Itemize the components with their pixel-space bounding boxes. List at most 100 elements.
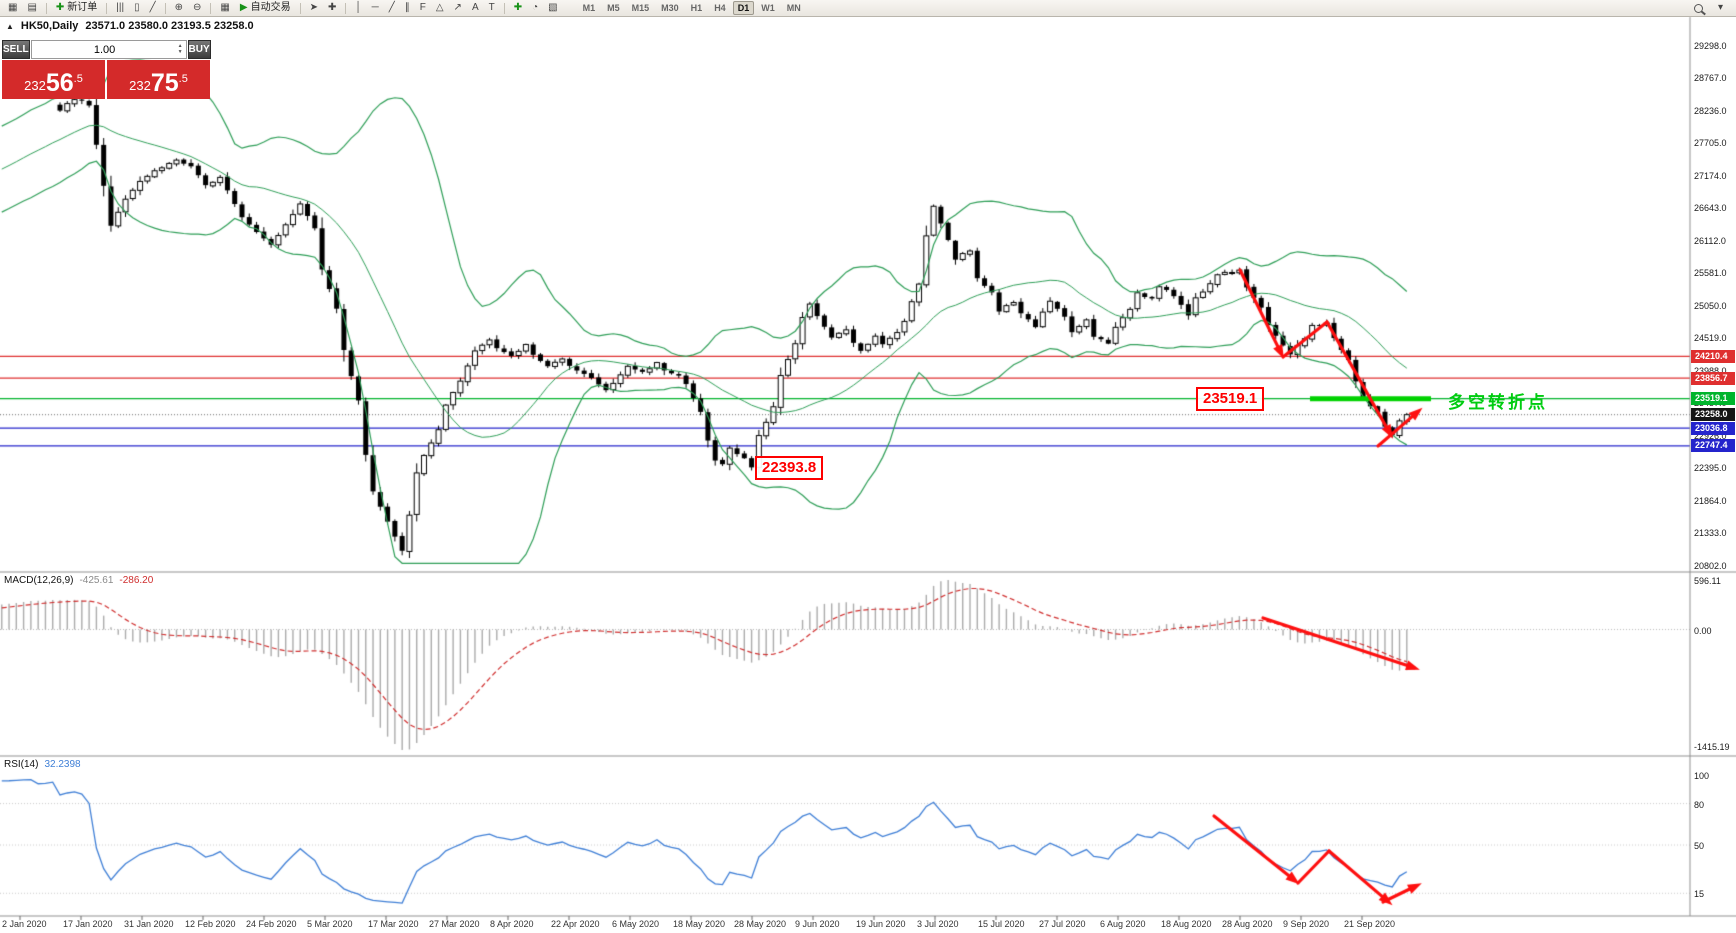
main-toolbar: ▦ ▤ ✚ 新订单 ||| ▯ ╱ ⊕ ⊖ ▦ ▶ 自动交易 ➤ ✚ │ ─ ╱ ∥ F △ ↗ A T ✚ ◔ ▧ M1 M5 M1…: [0, 0, 1736, 17]
rsi-value: 32.2398: [44, 759, 81, 770]
price-axis-label: 22395.0: [1694, 463, 1727, 473]
volume-down-icon[interactable]: ▼: [177, 49, 183, 55]
toolbar-separator: [45, 2, 47, 14]
timeframe-h4[interactable]: H4: [714, 3, 726, 13]
volume-field: ▲ ▼: [30, 40, 187, 59]
one-click-collapse-icon[interactable]: ▲: [6, 21, 14, 31]
buy-price-big: 75: [150, 69, 179, 98]
toolbar-separator: [106, 2, 108, 14]
macd-name: MACD(12,26,9): [4, 575, 74, 586]
timeframe-m30[interactable]: M30: [661, 3, 679, 13]
new-order-button[interactable]: ✚ 新订单: [52, 1, 101, 16]
indicator-axis-label: 0.00: [1694, 625, 1712, 636]
time-axis-label: 12 Feb 2020: [185, 919, 236, 929]
text-tool-icon[interactable]: A: [468, 1, 483, 16]
sell-price-prefix: 232: [24, 78, 46, 93]
turning-point-text[interactable]: 多空转折点: [1448, 392, 1548, 412]
timeframe-d1[interactable]: D1: [732, 1, 755, 15]
buy-button[interactable]: BUY: [187, 40, 211, 59]
trendline-icon: ╱: [388, 2, 395, 13]
timeframe-m5[interactable]: M5: [607, 3, 620, 13]
indicator-axis-label: -1415.19: [1694, 742, 1730, 752]
zoom-out-icon: ⊖: [193, 2, 202, 13]
period-icon[interactable]: ◔: [528, 1, 542, 16]
fibonacci-icon[interactable]: F: [416, 1, 430, 16]
time-axis-label: 2 Jan 2020: [2, 919, 47, 929]
time-axis-label: 28 Aug 2020: [1222, 919, 1273, 929]
support-price-label[interactable]: 22393.8: [755, 455, 824, 480]
new-chart-icon[interactable]: ▦: [4, 1, 21, 16]
toolbar-right-group: ▾: [1689, 1, 1733, 16]
vertical-line-icon[interactable]: │: [351, 1, 365, 16]
toolbar-separator: [210, 2, 212, 14]
time-axis-label: 27 Jul 2020: [1039, 919, 1086, 929]
timeframe-w1[interactable]: W1: [761, 3, 775, 13]
sell-price-box[interactable]: 232 56.5: [2, 60, 105, 99]
timeframe-group: M1 M5 M15 M30 H1 H4 D1 W1 MN: [577, 0, 807, 16]
zoom-out-icon[interactable]: ⊖: [189, 1, 205, 16]
timeframe-m1[interactable]: M1: [582, 3, 596, 13]
new-order-button: ✚: [55, 2, 65, 13]
price-axis-label: 26643.0: [1694, 203, 1727, 213]
volume-input[interactable]: [31, 42, 178, 57]
templates-icon: ▧: [548, 2, 558, 13]
templates-icon[interactable]: ▧: [544, 1, 561, 16]
volume-spinner: ▲ ▼: [178, 44, 186, 55]
bars-chart-icon[interactable]: |||: [112, 1, 128, 16]
profiles-icon: ▤: [27, 2, 37, 13]
label-tool-icon[interactable]: T: [485, 1, 499, 16]
timeframe-h1[interactable]: H1: [690, 3, 703, 13]
buy-price-box[interactable]: 232 75.5: [107, 60, 210, 99]
toolbar-separator: [503, 2, 505, 14]
add-indicator-icon[interactable]: ✚: [510, 1, 526, 16]
search-icon[interactable]: [1690, 1, 1707, 16]
macd-indicator-label: MACD(12,26,9) -425.61 -286.20: [4, 575, 153, 586]
time-axis-label: 9 Jun 2020: [795, 919, 840, 929]
timeframe-mn[interactable]: MN: [786, 3, 801, 13]
time-axis-label: 31 Jan 2020: [124, 919, 174, 929]
price-axis-label: 26112.0: [1694, 235, 1726, 246]
zoom-in-icon[interactable]: ⊕: [171, 1, 187, 16]
shapes-icon[interactable]: △: [432, 1, 448, 16]
tile-windows-icon: ▦: [220, 2, 230, 13]
cursor-icon[interactable]: ➤: [306, 1, 322, 16]
line-chart-icon: ╱: [149, 2, 156, 13]
time-axis-label: 5 Mar 2020: [307, 919, 353, 929]
price-tag: 23036.8: [1691, 421, 1735, 435]
bars-chart-icon: |||: [116, 2, 125, 13]
arrows-tool-icon: ↗: [453, 2, 462, 13]
cursor-icon: ➤: [309, 2, 318, 13]
volume-up-icon[interactable]: ▲: [177, 43, 183, 49]
crosshair-icon[interactable]: ✚: [324, 1, 340, 16]
price-axis-label: 27174.0: [1694, 170, 1727, 181]
time-axis-label: 6 Aug 2020: [1100, 919, 1146, 929]
sell-price-suffix: .5: [73, 73, 83, 85]
fibonacci-icon: F: [419, 2, 426, 13]
channel-icon[interactable]: ∥: [401, 1, 414, 16]
trendline-icon[interactable]: ╱: [385, 1, 399, 16]
indicator-axis-label: 80: [1694, 799, 1705, 810]
price-axis-label: 21864.0: [1694, 495, 1727, 506]
time-axis-label: 18 Aug 2020: [1161, 919, 1212, 929]
line-chart-icon[interactable]: ╱: [146, 1, 160, 16]
price-axis-label: 27705.0: [1694, 138, 1727, 148]
toolbar-separator: [164, 2, 166, 14]
indicator-axis-label: 596.11: [1694, 576, 1721, 586]
resistance-price-label[interactable]: 23519.1: [1196, 386, 1265, 411]
arrows-tool-icon[interactable]: ↗: [450, 1, 466, 16]
new-order-button-label: 新订单: [67, 2, 98, 13]
menu-caret-icon[interactable]: ▾: [1717, 2, 1723, 13]
chart-symbol-title: HK50,Daily: [20, 20, 79, 32]
autotrading-button[interactable]: ▶ 自动交易: [236, 1, 295, 16]
price-tag: 23258.0: [1691, 408, 1735, 422]
toolbar-separator: [345, 2, 347, 14]
profiles-icon[interactable]: ▤: [23, 1, 40, 16]
tile-windows-icon[interactable]: ▦: [216, 1, 233, 16]
price-axis-label: 29298.0: [1694, 40, 1727, 51]
candles-chart-icon[interactable]: ▯: [130, 1, 144, 16]
timeframe-m15[interactable]: M15: [631, 3, 650, 13]
horizontal-line-icon[interactable]: ─: [368, 1, 383, 16]
time-axis-label: 19 Jun 2020: [856, 919, 906, 929]
sell-button[interactable]: SELL: [2, 40, 30, 59]
